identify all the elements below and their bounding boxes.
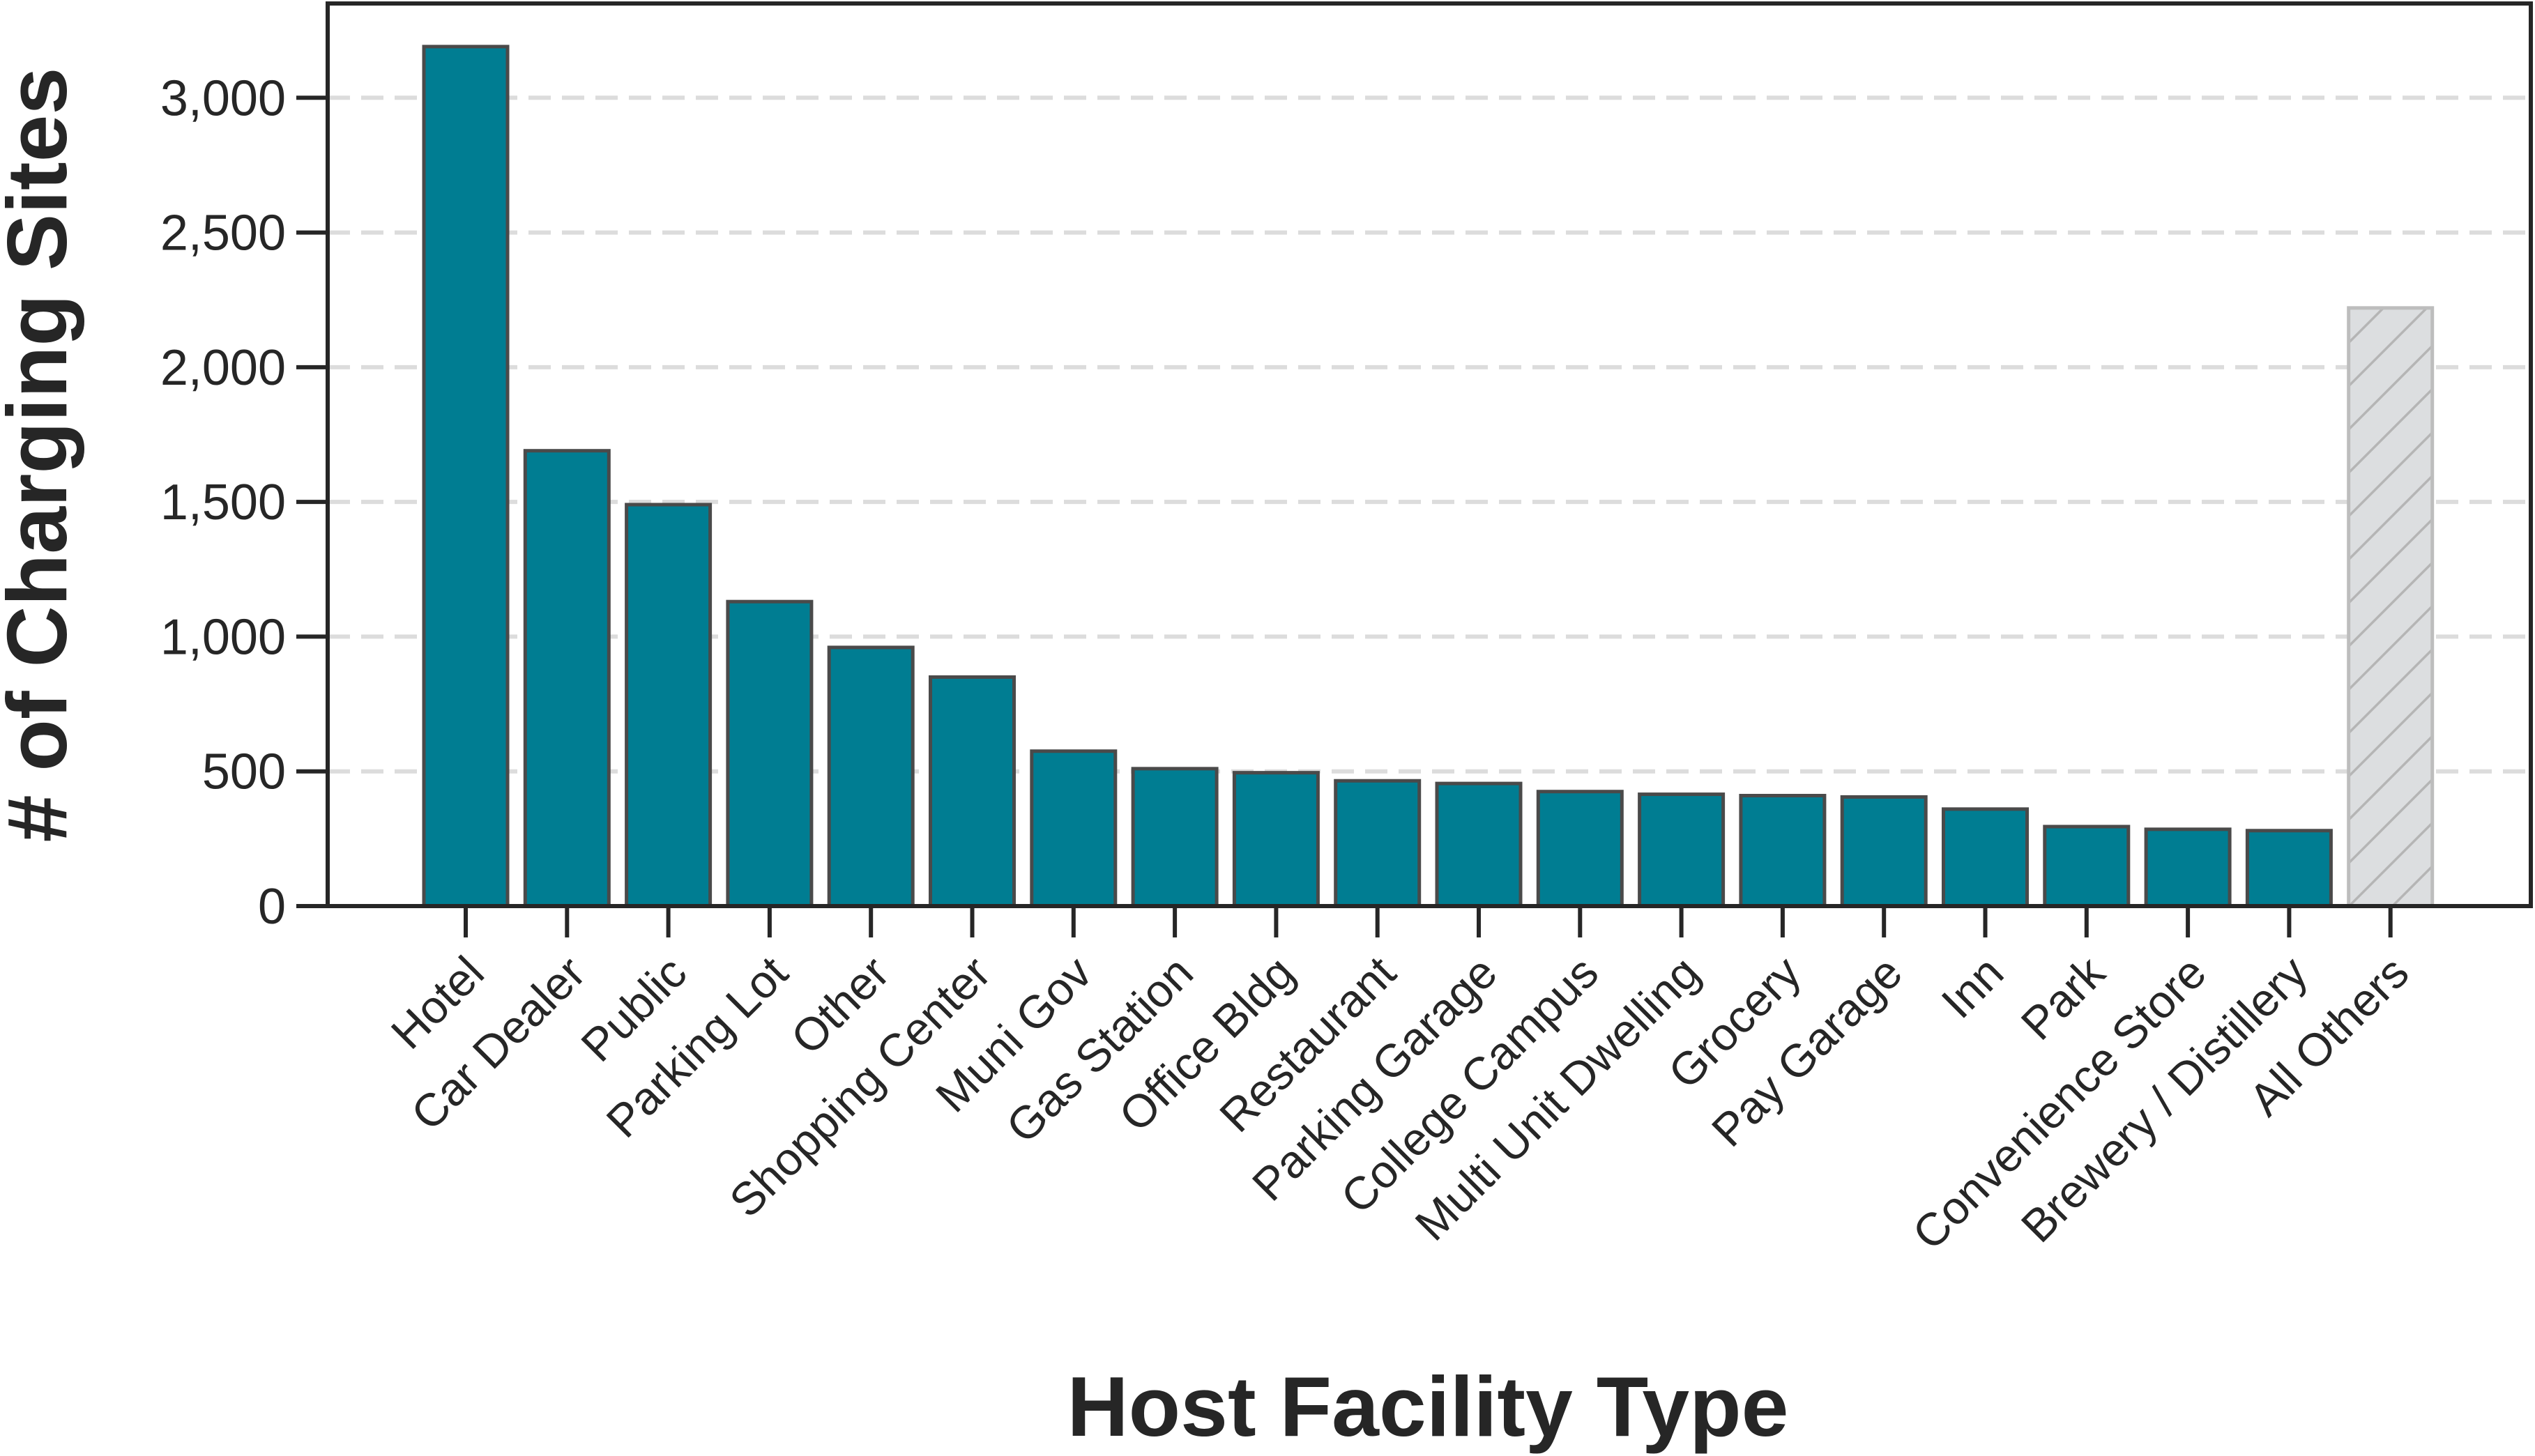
bar-gas-station <box>1131 767 1219 908</box>
bar-parking-lot <box>726 599 814 908</box>
bar-inn <box>1942 807 2029 908</box>
bar-brewery-distillery <box>2245 829 2333 908</box>
bar-office-bldg <box>1232 771 1320 908</box>
bar-parking-garage <box>1435 781 1523 908</box>
bar-car-dealer <box>523 449 611 908</box>
bar-grocery <box>1739 794 1827 908</box>
y-tick-label: 500 <box>202 744 286 800</box>
bar-all-others <box>2347 306 2435 908</box>
bar-pay-garage <box>1840 795 1928 908</box>
y-tick-label: 0 <box>258 879 286 935</box>
x-tick-label: Inn <box>1931 947 2013 1028</box>
bar-public <box>625 503 713 908</box>
bar-other <box>827 645 915 908</box>
bar-restaurant <box>1334 779 1422 908</box>
y-axis-ticks: 0 500 1,000 1,500 2,000 2,500 3,000 <box>160 70 328 935</box>
y-tick-label: 2,000 <box>160 340 286 396</box>
bar-shopping-center <box>929 675 1016 908</box>
y-tick-label: 3,000 <box>160 70 286 126</box>
y-tick-label: 1,500 <box>160 475 286 530</box>
bar-park <box>2043 825 2131 908</box>
y-tick-label: 2,500 <box>160 206 286 261</box>
bar-muni-gov <box>1030 749 1118 908</box>
bar-convenience-store <box>2144 827 2232 908</box>
bar-hotel <box>422 45 510 908</box>
bars <box>422 45 2435 908</box>
y-tick-label: 1,000 <box>160 609 286 665</box>
y-axis-title: # of Charging Sites <box>0 68 84 843</box>
bar-college-campus <box>1536 790 1624 908</box>
bar-multi-unit-dwelling <box>1638 792 1726 908</box>
x-axis-title: Host Facility Type <box>1067 1359 1789 1454</box>
plot-frame <box>326 1 2533 908</box>
